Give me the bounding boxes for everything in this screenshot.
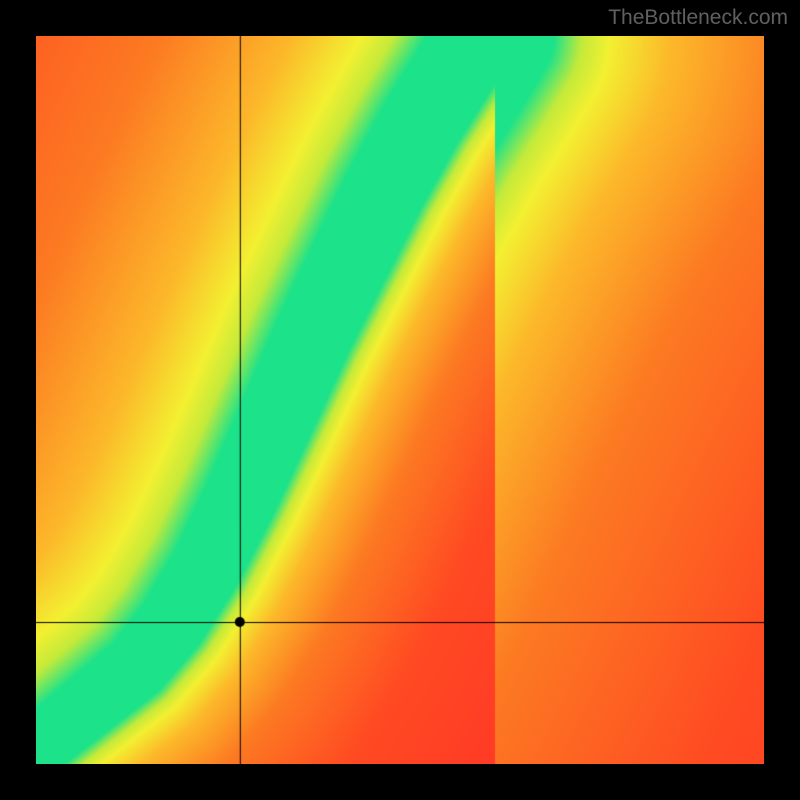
watermark-text: TheBottleneck.com bbox=[608, 6, 788, 30]
heatmap-canvas bbox=[36, 36, 764, 764]
heatmap-plot bbox=[36, 36, 764, 764]
